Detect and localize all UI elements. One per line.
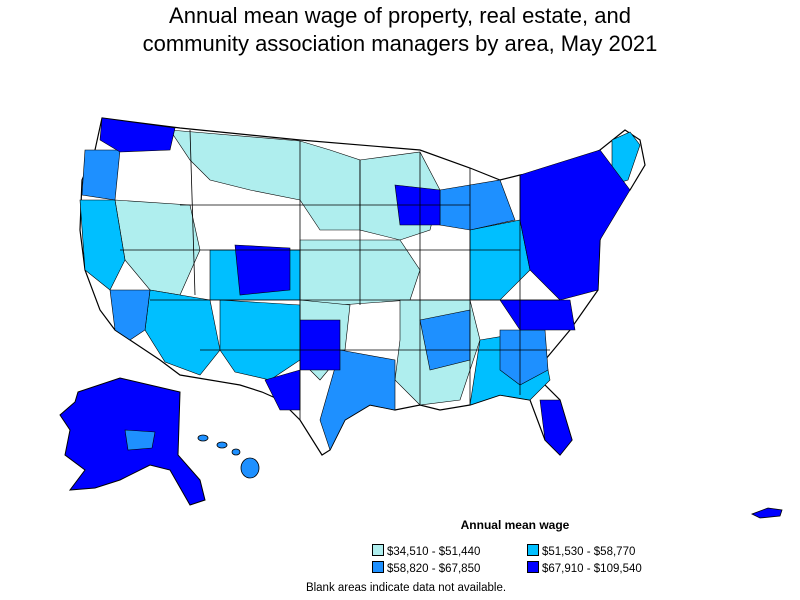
legend-swatch-4 <box>527 561 539 573</box>
legend-item-2: $51,530 - $58,770 <box>527 544 635 558</box>
region-oregon-coast <box>81 149 121 201</box>
legend-item-3: $58,820 - $67,850 <box>372 561 480 575</box>
legend-item-1: $34,510 - $51,440 <box>372 544 480 558</box>
legend-label-3: $58,820 - $67,850 <box>387 563 481 575</box>
region-seattle <box>99 117 176 153</box>
puerto-rico <box>751 507 783 519</box>
region-denver <box>234 244 291 296</box>
hawaii <box>197 434 260 479</box>
region-arizona <box>144 289 221 376</box>
region-oklahoma-city <box>299 319 341 371</box>
legend-title: Annual mean wage <box>460 518 570 532</box>
region-new-mexico <box>219 299 301 381</box>
legend-label-1: $34,510 - $51,440 <box>387 546 481 558</box>
region-northeast-corridor <box>519 149 631 301</box>
legend-swatch-1 <box>372 544 384 556</box>
map-title-line-1: Annual mean wage of property, real estat… <box>169 3 631 28</box>
region-southern-california <box>109 289 151 341</box>
region-florida <box>539 399 573 456</box>
map-title-line-2: community association managers by area, … <box>142 31 658 56</box>
region-east-texas <box>319 349 396 451</box>
legend-item-4: $67,910 - $109,540 <box>527 561 642 575</box>
alaska-region-southcentral <box>124 429 156 451</box>
legend-label-2: $51,530 - $58,770 <box>542 546 636 558</box>
legend-swatch-3 <box>372 561 384 573</box>
region-california-north <box>79 199 126 291</box>
data-availability-note: Blank areas indicate data not available. <box>305 582 507 594</box>
legend: $34,510 - $51,440 $51,530 - $58,770 $58,… <box>372 544 672 576</box>
legend-label-4: $67,910 - $109,540 <box>542 563 642 575</box>
regions-band-4 <box>99 117 631 456</box>
legend-swatch-2 <box>527 544 539 556</box>
map-title: Annual mean wage of property, real estat… <box>0 2 800 58</box>
state-borders <box>120 129 560 420</box>
regions-band-3 <box>81 149 549 451</box>
